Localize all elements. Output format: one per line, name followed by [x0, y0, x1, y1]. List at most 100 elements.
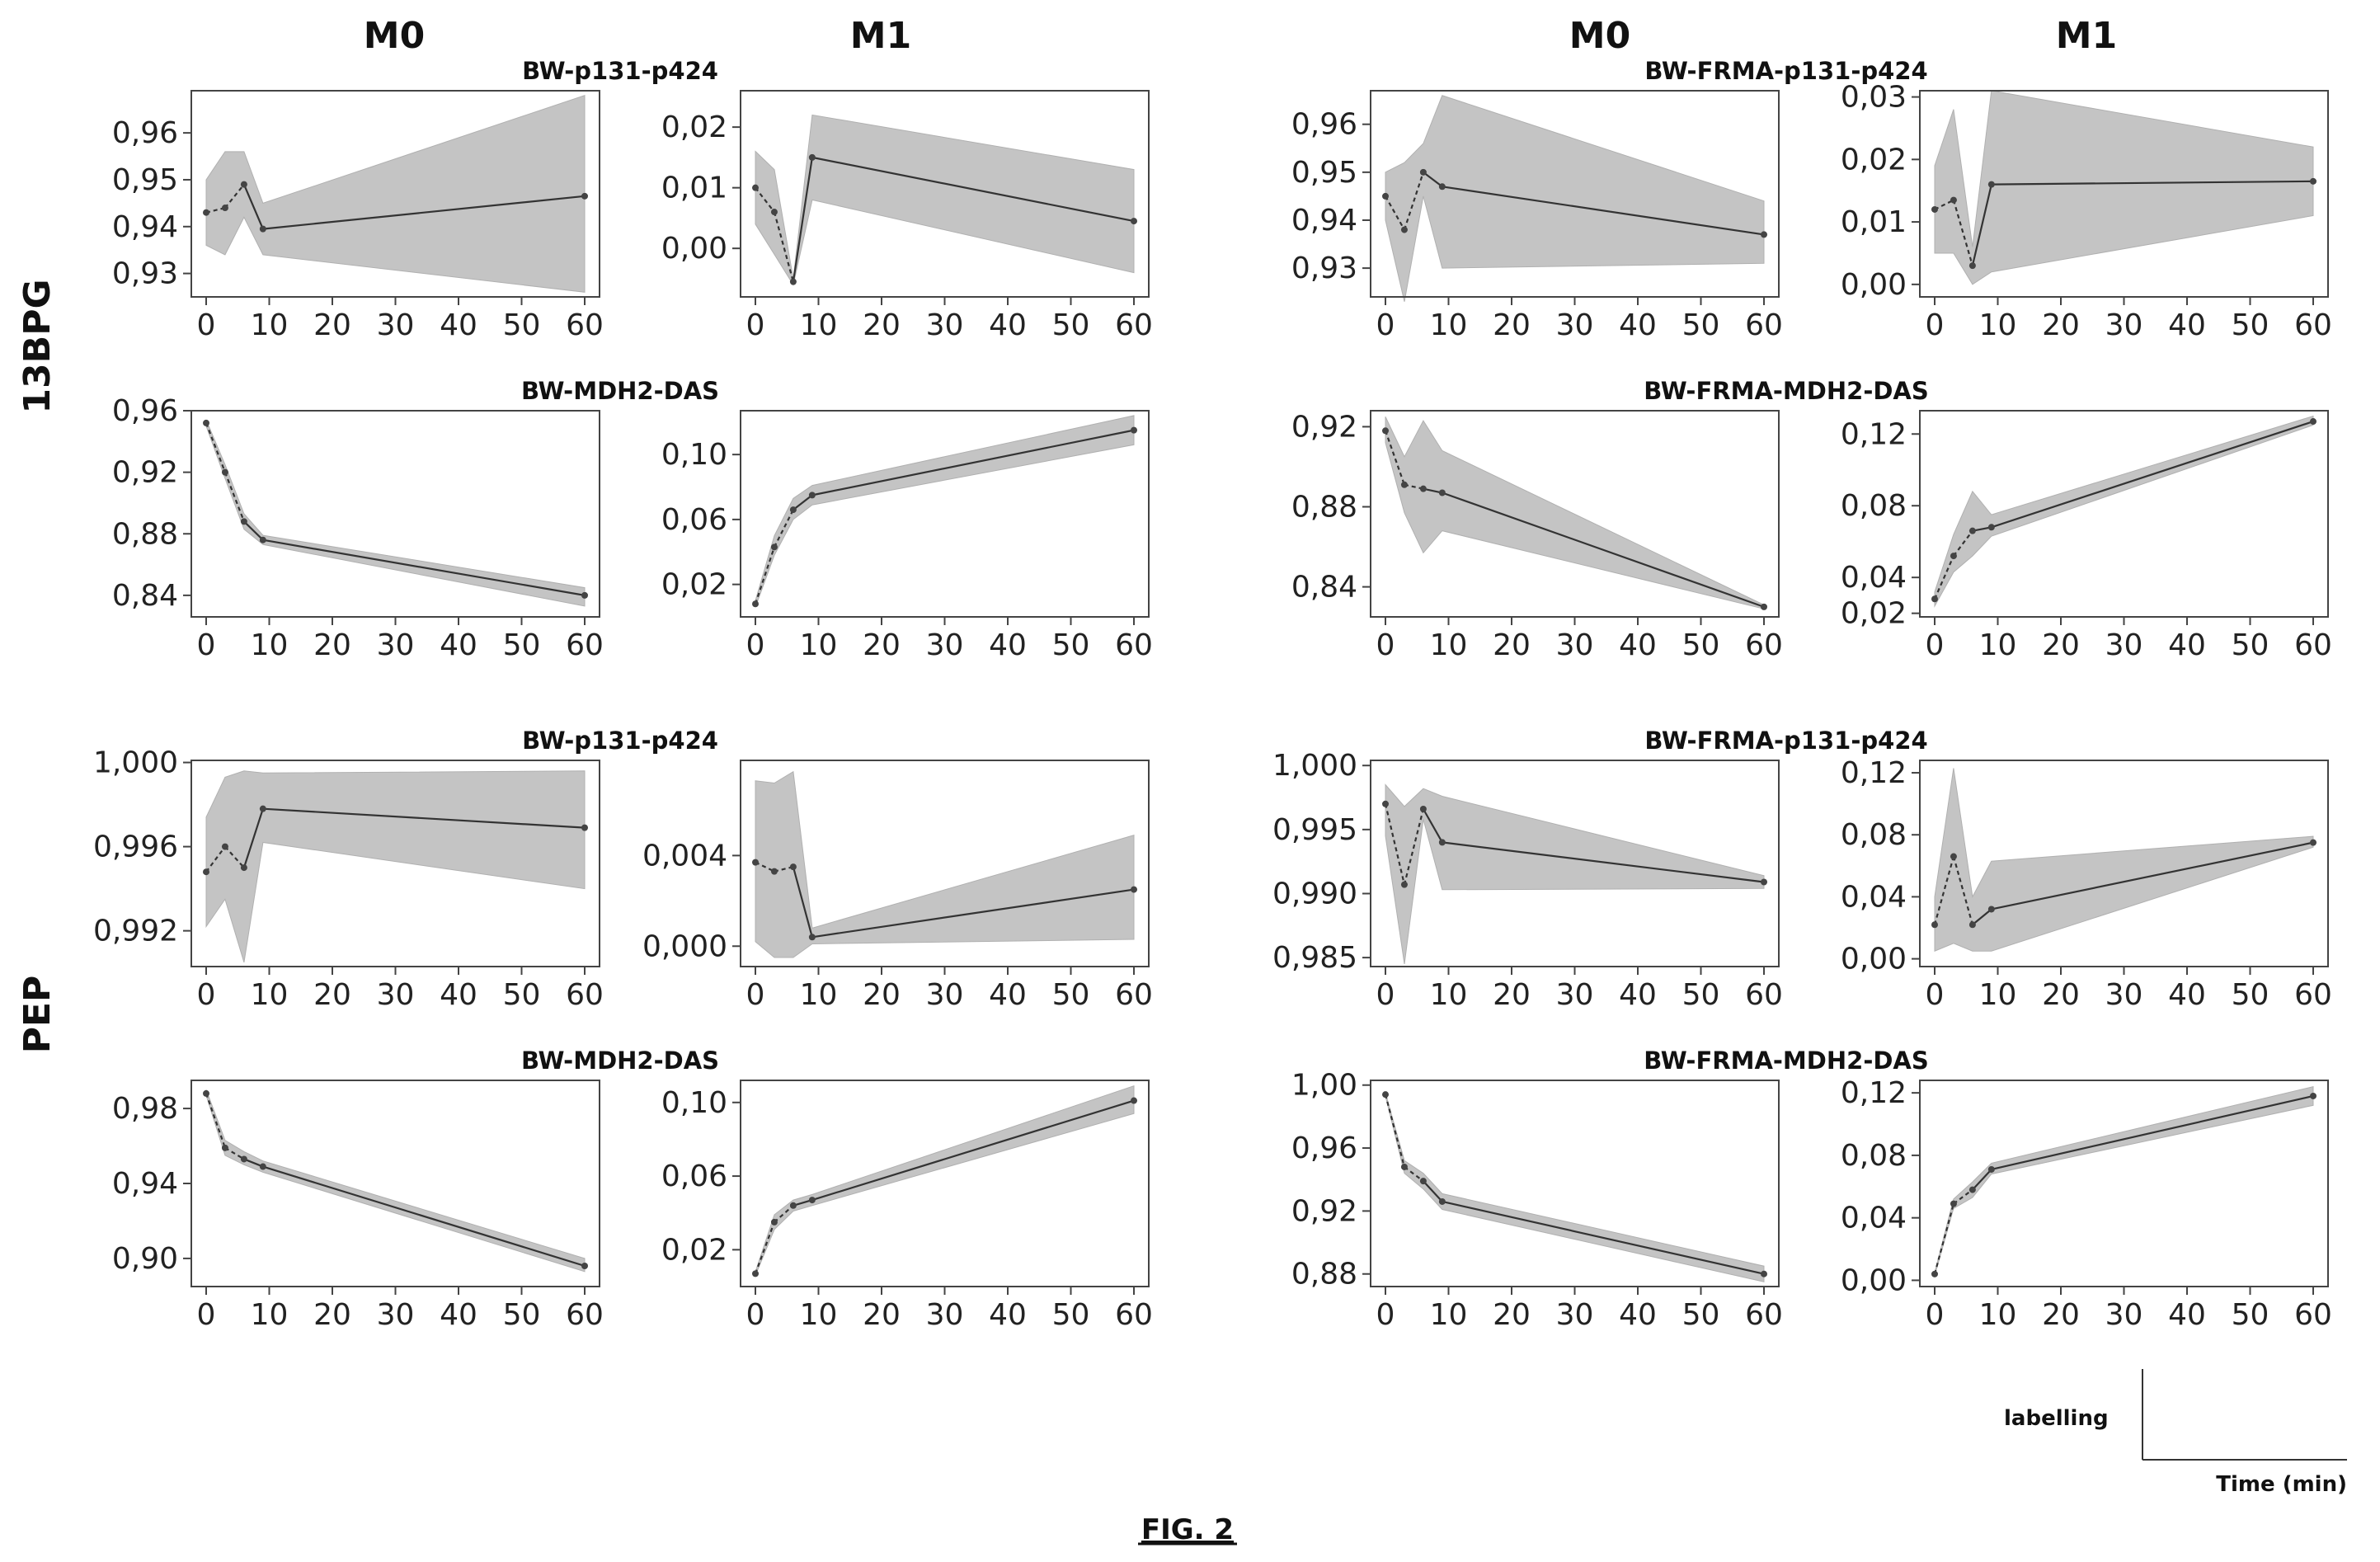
data-point	[240, 864, 247, 872]
y-tick-label: 0,04	[1841, 1202, 1907, 1235]
x-tick-label: 40	[440, 978, 477, 1012]
y-tick-label: 0,03	[1841, 81, 1907, 115]
data-point	[221, 1144, 228, 1151]
series-segment	[811, 156, 1135, 223]
x-tick-label: 0	[1376, 978, 1395, 1012]
x-tick-label: 40	[440, 628, 477, 662]
data-point	[1400, 481, 1408, 488]
y-tick-label: 0,02	[661, 1233, 727, 1267]
x-tick-label: 0	[197, 1298, 216, 1332]
data-point	[789, 506, 797, 514]
x-tick-label: 40	[989, 628, 1027, 662]
x-tick-label: 40	[1619, 1298, 1657, 1332]
series-segment	[1952, 200, 1973, 266]
data-point	[259, 225, 266, 233]
series-segment	[1384, 1094, 1406, 1168]
x-tick-label: 50	[1052, 628, 1090, 662]
data-point	[203, 1089, 209, 1097]
x-tick-label: 50	[503, 978, 541, 1012]
x-tick-label: 0	[746, 1298, 765, 1332]
series-segment	[1934, 199, 1954, 210]
y-tick-label: 0,92	[112, 456, 178, 490]
panel-bpg-mdh2-m0: BW-MDH2-DAS 0 10 20 30 40 50 60 0,84 0,88 0,92 0,96	[112, 377, 719, 662]
series-segment	[1442, 841, 1765, 883]
y-tick-label: 0,10	[661, 438, 727, 472]
x-tick-label: 30	[377, 1298, 415, 1332]
panel-bpg-p131-m0: BW-p131-p424 0 10 20 30 40 50 60 0,93 0,94 0,95 0,9…	[112, 57, 718, 342]
y-tick-label: 0,00	[1841, 1263, 1907, 1297]
x-tick-label: 20	[863, 978, 901, 1012]
x-tick-label: 60	[1115, 628, 1153, 662]
x-tick-label: 10	[251, 628, 289, 662]
data-point	[1131, 886, 1137, 893]
data-point	[1968, 1186, 1976, 1193]
x-tick-label: 60	[2294, 308, 2332, 342]
x-tick-label: 10	[1979, 1298, 2017, 1332]
x-tick-label: 50	[2232, 308, 2269, 342]
series-segment	[1991, 420, 2314, 529]
data-point	[770, 868, 778, 875]
confidence-band	[1934, 90, 2314, 285]
x-tick-label: 40	[989, 308, 1027, 342]
x-tick-label: 60	[1115, 1298, 1153, 1332]
x-tick-label: 50	[1052, 1298, 1090, 1332]
y-tick-label: 0,01	[661, 172, 727, 205]
series-segment	[1423, 171, 1443, 188]
x-tick-label: 20	[863, 628, 901, 662]
x-tick-label: 30	[1556, 628, 1594, 662]
series-segment	[1991, 180, 2314, 186]
x-tick-label: 60	[566, 1298, 604, 1332]
x-tick-label: 10	[1430, 628, 1468, 662]
series-segment	[1442, 186, 1765, 236]
x-tick-label: 30	[2105, 978, 2143, 1012]
data-point	[1950, 853, 1957, 860]
series-segment	[205, 1093, 226, 1149]
data-point	[1968, 921, 1976, 929]
data-point	[1419, 806, 1427, 813]
x-tick-label: 30	[926, 308, 964, 342]
x-tick-label: 30	[377, 628, 415, 662]
y-tick-label: 0,02	[661, 568, 727, 602]
series-segment	[262, 195, 586, 230]
data-point	[1382, 427, 1389, 435]
data-point	[581, 824, 588, 831]
x-tick-label: 30	[1556, 978, 1594, 1012]
y-tick-label: 0,08	[1841, 818, 1907, 852]
x-tick-label: 30	[2105, 1298, 2143, 1332]
data-point	[1131, 1097, 1137, 1104]
y-tick-label: 0,90	[112, 1242, 178, 1276]
data-point	[789, 1202, 797, 1209]
data-point	[203, 419, 209, 426]
x-tick-label: 30	[1556, 308, 1594, 342]
data-point	[240, 1155, 247, 1163]
x-tick-label: 30	[926, 1298, 964, 1332]
panel-title: BW-FRMA-p131-p424	[1644, 57, 1927, 85]
y-tick-label: 0,00	[1841, 268, 1907, 302]
series-segment	[1384, 430, 1405, 486]
x-tick-label: 0	[746, 628, 765, 662]
data-point	[581, 591, 588, 599]
y-tick-label: 0,12	[1841, 756, 1907, 790]
x-tick-label: 30	[377, 978, 415, 1012]
y-tick-label: 0,985	[1272, 941, 1357, 975]
panel-title: BW-FRMA-MDH2-DAS	[1644, 377, 1929, 405]
x-tick-label: 50	[1682, 308, 1720, 342]
y-tick-label: 0,08	[1841, 1139, 1907, 1173]
x-tick-label: 20	[2042, 628, 2080, 662]
x-tick-label: 30	[2105, 628, 2143, 662]
data-point	[1968, 262, 1976, 270]
x-tick-label: 40	[2168, 308, 2206, 342]
y-tick-label: 0,94	[1291, 204, 1357, 238]
data-point	[1761, 1270, 1767, 1277]
column-header-m0-right: M0	[1569, 15, 1630, 57]
series-segment	[811, 1099, 1135, 1202]
data-point	[221, 843, 228, 850]
confidence-band	[205, 1089, 586, 1273]
series-segment	[1404, 1166, 1424, 1183]
series-segment	[1385, 195, 1405, 231]
series-segment	[223, 472, 245, 522]
confidence-band	[1934, 768, 2314, 952]
series-segment	[754, 547, 775, 605]
y-tick-label: 0,00	[1841, 943, 1907, 976]
